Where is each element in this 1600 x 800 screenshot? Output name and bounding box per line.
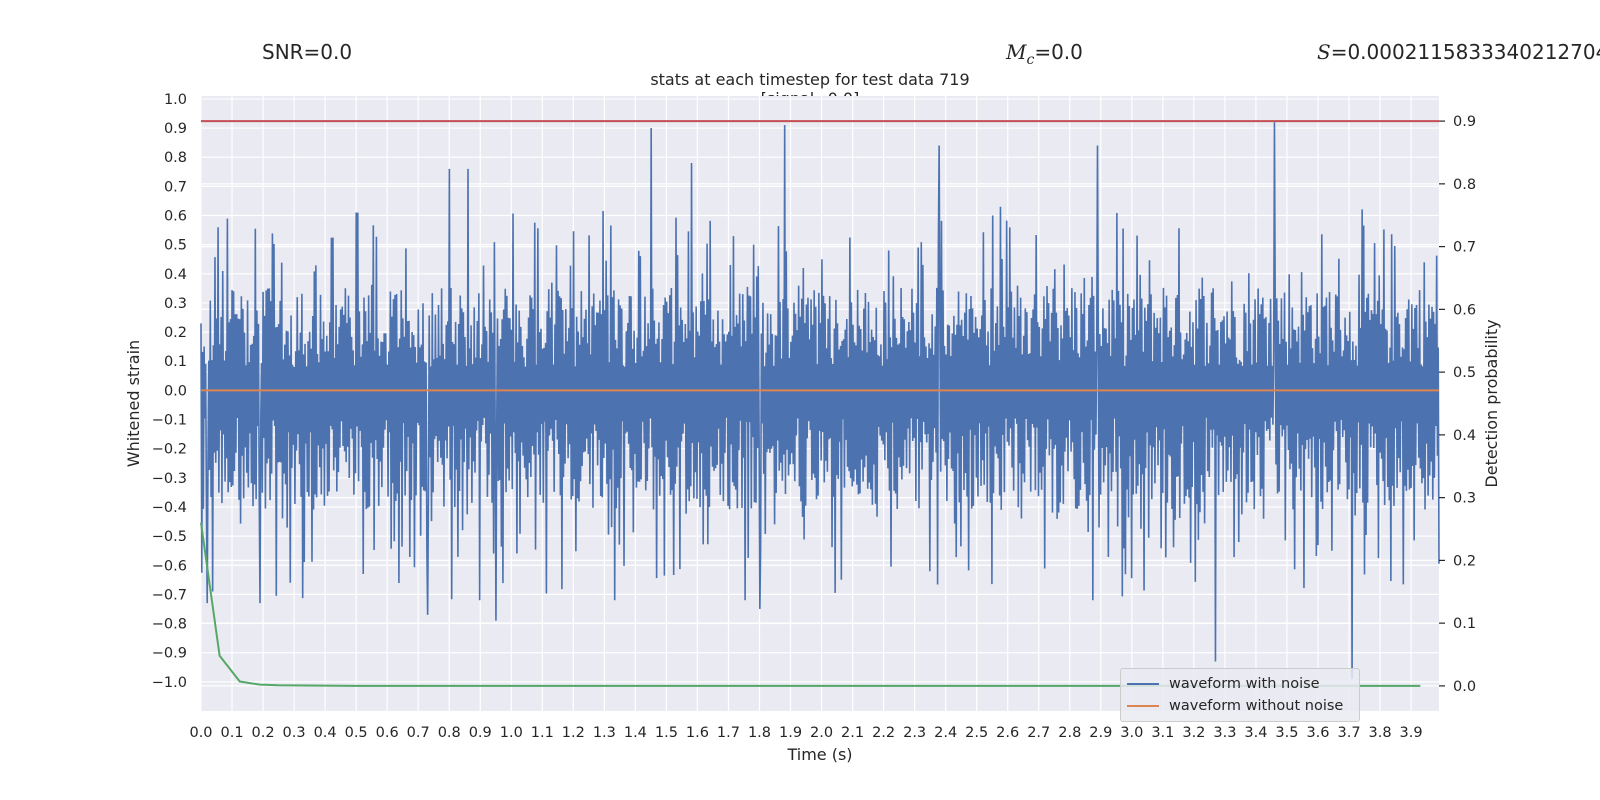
y-tick-label: 1.0 <box>164 92 187 108</box>
y-tick-label: 0.0 <box>164 383 187 399</box>
y-tick-label: −0.4 <box>152 500 187 516</box>
y-tick-label: −0.2 <box>152 442 187 458</box>
x-tick-label: 2.9 <box>1089 725 1112 741</box>
x-tick-label: 3.3 <box>1213 725 1236 741</box>
x-tick-label: 0.4 <box>314 725 337 741</box>
x-tick-label: 2.3 <box>903 725 926 741</box>
x-tick-label: 0.9 <box>469 725 492 741</box>
y2-tick-label: 0.1 <box>1453 616 1476 632</box>
y-tick-label: −0.1 <box>152 413 187 429</box>
detection-probability-line <box>200 522 1421 687</box>
noisy-waveform-line <box>200 122 1440 679</box>
x-tick-label: 1.7 <box>717 725 740 741</box>
y-tick-label: 0.3 <box>164 296 187 312</box>
y2-tick-label: 0.4 <box>1453 428 1476 444</box>
x-axis-label: Time (s) <box>786 745 852 764</box>
y2-tick-label: 0.3 <box>1453 491 1476 507</box>
x-tick-label: 2.7 <box>1027 725 1050 741</box>
x-tick-label: 3.2 <box>1182 725 1205 741</box>
y-tick-label: −0.3 <box>152 471 187 487</box>
legend-item-noisy: waveform with noise <box>1127 674 1320 694</box>
x-tick-label: 3.9 <box>1400 725 1423 741</box>
y2-tick-label: 0.8 <box>1453 177 1476 193</box>
x-tick-label: 0.7 <box>407 725 430 741</box>
x-tick-label: 2.4 <box>934 725 957 741</box>
snr-label: SNR=0.0 <box>262 40 353 64</box>
x-tick-label: 3.6 <box>1306 725 1329 741</box>
y2-tick-label: 0.9 <box>1453 114 1476 130</box>
y-tick-label: −0.9 <box>152 646 187 662</box>
x-tick-label: 1.6 <box>686 725 709 741</box>
x-tick-label: 3.7 <box>1337 725 1360 741</box>
x-tick-label: 2.8 <box>1058 725 1081 741</box>
x-tick-label: 1.5 <box>655 725 678 741</box>
x-tick-label: 2.2 <box>872 725 895 741</box>
legend-swatch-clean <box>1127 705 1159 707</box>
y-tick-label: 0.1 <box>164 354 187 370</box>
legend-label-noisy: waveform with noise <box>1169 676 1320 692</box>
x-tick-label: 3.1 <box>1151 725 1174 741</box>
x-tick-label: 0.3 <box>283 725 306 741</box>
y-tick-label: 0.8 <box>164 150 187 166</box>
y-tick-label: −0.6 <box>152 558 187 574</box>
x-tick-label: 3.0 <box>1120 725 1143 741</box>
x-tick-label: 0.5 <box>345 725 368 741</box>
x-tick-label: 3.8 <box>1369 725 1392 741</box>
y-tick-label: −0.7 <box>152 587 187 603</box>
y2-tick-label: 0.0 <box>1453 679 1476 695</box>
y-tick-label: 0.9 <box>164 121 187 137</box>
x-tick-label: 1.9 <box>779 725 802 741</box>
x-tick-label: 2.5 <box>965 725 988 741</box>
x-tick-label: 1.4 <box>624 725 647 741</box>
legend-label-clean: waveform without noise <box>1169 698 1344 714</box>
y-tick-label: 0.5 <box>164 238 187 254</box>
x-tick-label: 0.0 <box>189 725 212 741</box>
x-tick-label: 1.1 <box>531 725 554 741</box>
y-tick-label: 0.7 <box>164 179 187 195</box>
x-tick-label: 3.4 <box>1244 725 1267 741</box>
x-tick-label: 2.0 <box>810 725 833 741</box>
x-tick-label: 1.2 <box>562 725 585 741</box>
y2-tick-label: 0.5 <box>1453 365 1476 381</box>
y2-tick-label: 0.7 <box>1453 240 1476 256</box>
y-tick-label: 0.6 <box>164 209 187 225</box>
x-tick-label: 1.0 <box>500 725 523 741</box>
y-tick-label: 0.4 <box>164 267 187 283</box>
legend-swatch-noisy <box>1127 683 1159 685</box>
x-tick-label: 0.6 <box>376 725 399 741</box>
x-tick-label: 0.8 <box>438 725 461 741</box>
y-tick-label: −1.0 <box>152 675 187 691</box>
y2-tick-label: 0.2 <box>1453 553 1476 569</box>
x-tick-label: 3.5 <box>1275 725 1298 741</box>
y2-tick-label: 0.6 <box>1453 302 1476 318</box>
y-tick-label: 0.2 <box>164 325 187 341</box>
x-tick-label: 0.1 <box>220 725 243 741</box>
y-tick-label: −0.5 <box>152 529 187 545</box>
score-label: S=0.00021158333402127045 <box>1317 40 1600 64</box>
y-axis-label: Whitened strain <box>124 340 143 467</box>
x-tick-label: 1.8 <box>748 725 771 741</box>
legend: waveform with noise waveform without noi… <box>1120 668 1360 722</box>
series-layer <box>200 120 1440 687</box>
axis-layer: 0.0 0.1 0.2 0.3 0.4 0.5 0.6 0.7 0.8 0.9 1.0 1.1 1.2 1… <box>124 92 1501 764</box>
legend-item-clean: waveform without noise <box>1127 696 1343 716</box>
y-tick-label: −0.8 <box>152 617 187 633</box>
x-tick-label: 2.6 <box>996 725 1019 741</box>
y2-axis-label: Detection probability <box>1482 319 1501 487</box>
x-tick-label: 1.3 <box>593 725 616 741</box>
x-tick-label: 0.2 <box>252 725 275 741</box>
x-tick-label: 2.1 <box>841 725 864 741</box>
chirp-mass-label: Mc=0.0 <box>1006 40 1083 68</box>
